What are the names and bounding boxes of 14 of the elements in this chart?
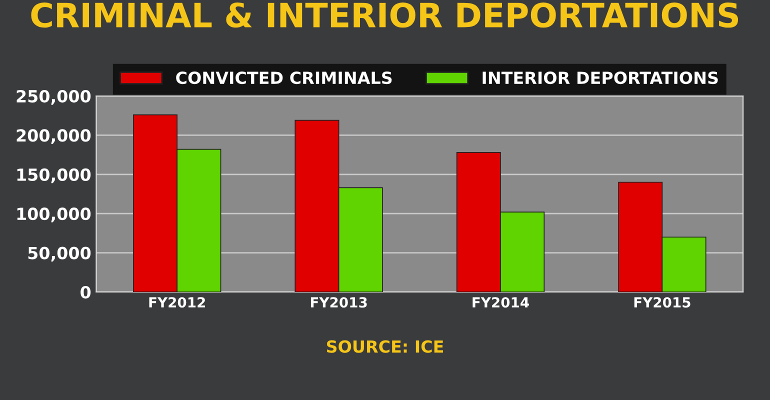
y-tick-label: 200,000: [16, 129, 91, 144]
y-tick-label: 50,000: [28, 246, 91, 262]
x-tick-label: FY2012: [149, 297, 205, 308]
source-note: SOURCE: ICE: [326, 340, 443, 353]
y-tick-label: 250,000: [16, 90, 91, 105]
chart-title: CRIMINAL & INTERIOR DEPORTATIONS: [31, 2, 738, 28]
y-tick-label: 100,000: [17, 208, 91, 222]
y-tick-label: 150,000: [17, 168, 91, 184]
legend-label: INTERIOR DEPORTATIONS: [482, 71, 718, 84]
x-tick-label: FY2015: [634, 297, 690, 308]
x-tick-label: FY2014: [472, 297, 529, 308]
legend-label: CONVICTED CRIMINALS: [176, 71, 392, 84]
y-tick-label: 0: [80, 286, 91, 299]
x-tick-label: FY2013: [310, 297, 367, 308]
